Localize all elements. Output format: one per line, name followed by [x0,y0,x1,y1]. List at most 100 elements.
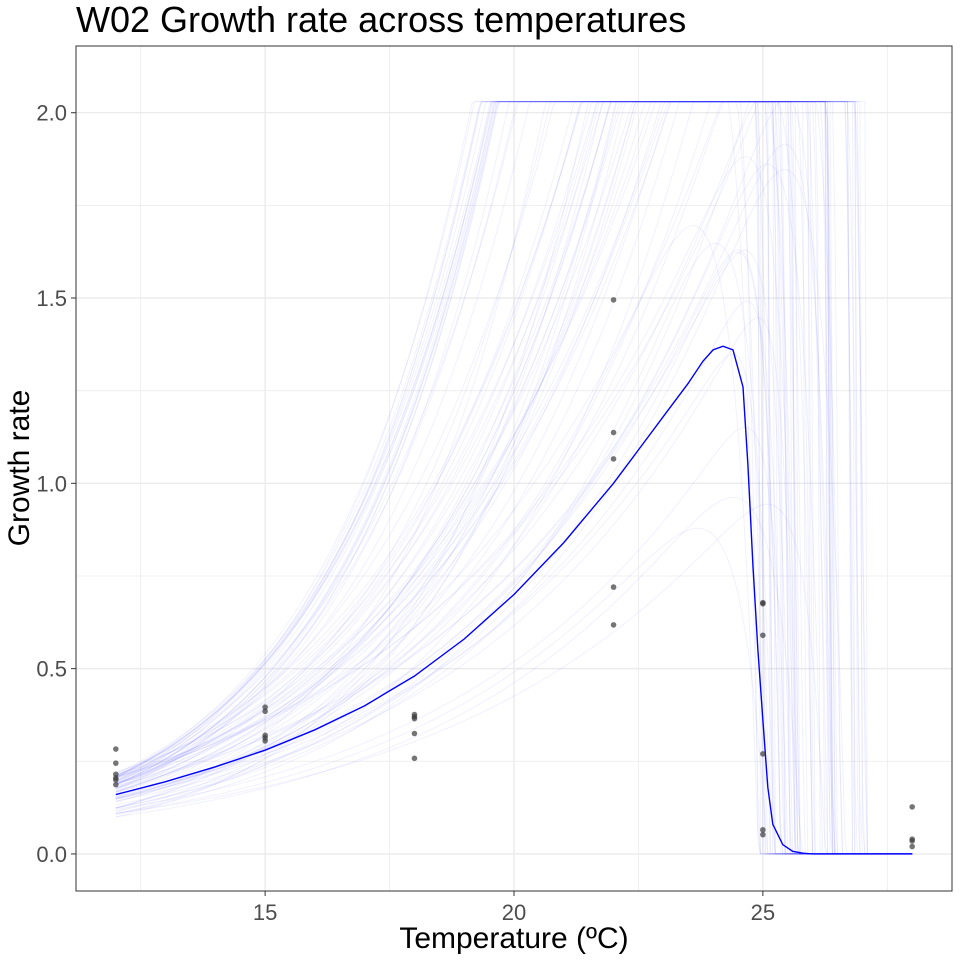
bootstrap-curve [115,101,913,855]
data-point [262,738,268,744]
data-point [909,804,915,810]
bootstrap-curve [115,156,913,855]
x-tick-label: 25 [751,900,775,925]
y-tick-label: 0.0 [36,842,67,867]
bootstrap-curve [115,101,913,855]
data-point [760,827,766,833]
data-point [760,751,766,757]
bootstrap-curve [115,101,913,855]
bootstrap-curve [115,101,913,855]
data-point [411,715,418,722]
bootstrap-curve [115,101,913,855]
bootstrap-curve [115,101,913,855]
bootstrap-curves [115,101,913,855]
bootstrap-curve [115,101,913,855]
data-point [113,781,119,788]
bootstrap-curve [115,101,913,855]
bootstrap-curve [115,101,913,855]
bootstrap-curve [115,101,913,855]
bootstrap-curve [115,101,913,855]
x-axis-ticks: 15 20 25 [253,891,775,925]
bootstrap-curve [115,242,913,855]
bootstrap-curve [115,300,913,855]
fit-line [115,345,913,855]
bootstrap-curve [115,101,913,855]
data-point [610,584,617,590]
bootstrap-curve [115,249,913,855]
fitted-curve [115,345,913,855]
bootstrap-curve [115,101,913,855]
y-axis-ticks: 0.0 0.5 1.0 1.5 2.0 [36,101,76,867]
data-point [760,831,766,838]
bootstrap-curve [115,101,913,855]
bootstrap-curve [115,101,913,855]
bootstrap-curve [115,101,913,855]
data-point [411,755,418,762]
y-tick-label: 2.0 [36,101,67,126]
bootstrap-curve [115,496,913,855]
bootstrap-curve [115,503,913,855]
chart-title: W02 Growth rate across temperatures [76,0,686,40]
y-tick-label: 1.0 [36,471,67,496]
x-tick-label: 20 [502,900,526,925]
data-point [113,777,119,783]
bootstrap-curve [115,101,913,855]
bootstrap-curve [115,101,913,855]
bootstrap-curve [115,101,913,855]
bootstrap-curve [115,101,913,855]
bootstrap-curve [115,101,913,855]
bootstrap-curve [115,101,913,855]
bootstrap-curve [115,101,913,855]
bootstrap-curve [115,101,913,855]
bootstrap-curve [115,101,913,855]
x-tick-label: 15 [253,900,277,925]
bootstrap-curve [115,101,913,855]
bootstrap-curve [115,101,913,855]
bootstrap-curve [115,101,913,855]
bootstrap-curve [115,225,913,855]
bootstrap-curve [115,101,913,855]
data-point [411,730,418,737]
bootstrap-curve [115,101,913,855]
data-point [760,600,766,607]
bootstrap-curve [115,101,913,855]
bootstrap-curve [115,101,913,855]
data-point [113,746,119,752]
bootstrap-curve [115,143,913,855]
bootstrap-curve [115,101,913,855]
y-tick-label: 1.5 [36,286,67,311]
data-point [610,456,617,462]
data-point [262,708,268,715]
data-point [909,838,915,844]
data-point [610,622,617,628]
bootstrap-curve [115,101,913,855]
data-point [113,760,119,766]
bootstrap-curve [115,101,913,855]
bootstrap-curve [115,101,913,855]
bootstrap-curve [115,527,913,855]
bootstrap-curve [115,101,913,855]
bootstrap-curve [115,101,913,855]
data-points [113,297,915,850]
bootstrap-curve [115,168,913,855]
bootstrap-curve [115,317,913,855]
bootstrap-curve [115,101,913,855]
bootstrap-curve [115,101,913,855]
data-point [262,704,268,710]
bootstrap-curve [115,101,913,855]
bootstrap-curve [115,101,913,855]
bootstrap-curve [115,101,913,855]
bootstrap-curve [115,101,913,855]
bootstrap-curve [115,101,913,855]
bootstrap-curve [115,251,913,855]
data-point [610,429,617,436]
y-tick-label: 0.5 [36,657,67,682]
bootstrap-curve [115,101,913,855]
bootstrap-curve [115,101,913,855]
x-axis-title: Temperature (ºC) [399,922,628,955]
bootstrap-curve [115,101,913,855]
bootstrap-curve [115,101,913,855]
grid-lines [76,46,952,891]
bootstrap-curve [115,101,913,855]
